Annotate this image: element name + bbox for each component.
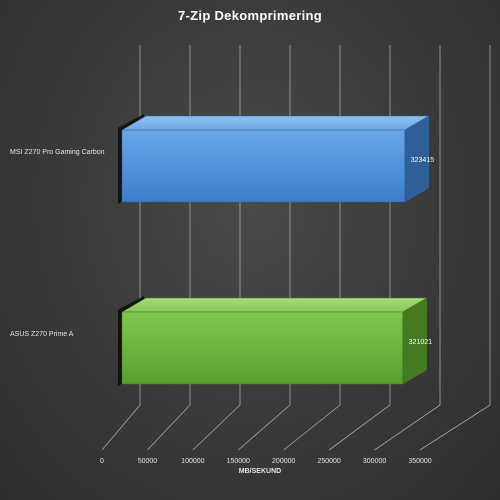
bar-top-face <box>122 298 427 312</box>
category-label: ASUS Z270 Prime A <box>10 331 74 338</box>
category-label: MSI Z270 Pro Gaming Carbon <box>10 149 105 156</box>
x-tick-label: 300000 <box>363 458 386 465</box>
bar-2: 321021 <box>118 296 432 386</box>
bar-front-face <box>122 130 405 202</box>
x-tick-label: 100000 <box>181 458 204 465</box>
data-label: 321021 <box>409 339 432 346</box>
bar-front-face <box>122 312 403 384</box>
x-tick-label: 150000 <box>227 458 250 465</box>
x-axis-ticks: 0 50000 100000 150000 200000 250000 300000 3500… <box>100 458 432 465</box>
data-label: 323415 <box>411 157 434 164</box>
x-tick-label: 0 <box>100 458 104 465</box>
floor-gridline <box>329 405 390 450</box>
x-tick-label: 350000 <box>408 458 431 465</box>
bar-top-face <box>122 116 429 130</box>
gridlines <box>102 45 490 450</box>
x-tick-label: 50000 <box>138 458 158 465</box>
floor-gridline <box>147 405 190 450</box>
bar-1: 323415 <box>118 114 434 204</box>
floor-gridline <box>284 405 340 450</box>
chart-title: 7-Zip Dekomprimering <box>178 8 322 23</box>
floor-gridline <box>193 405 240 450</box>
floor-gridline <box>102 405 140 450</box>
floor-gridline <box>238 405 290 450</box>
x-axis-label: MB/SEKUND <box>239 468 281 475</box>
category-labels: MSI Z270 Pro Gaming Carbon ASUS Z270 Prim… <box>10 149 105 338</box>
bars: 323415 321021 <box>118 114 434 386</box>
x-tick-label: 250000 <box>317 458 340 465</box>
x-tick-label: 200000 <box>272 458 295 465</box>
